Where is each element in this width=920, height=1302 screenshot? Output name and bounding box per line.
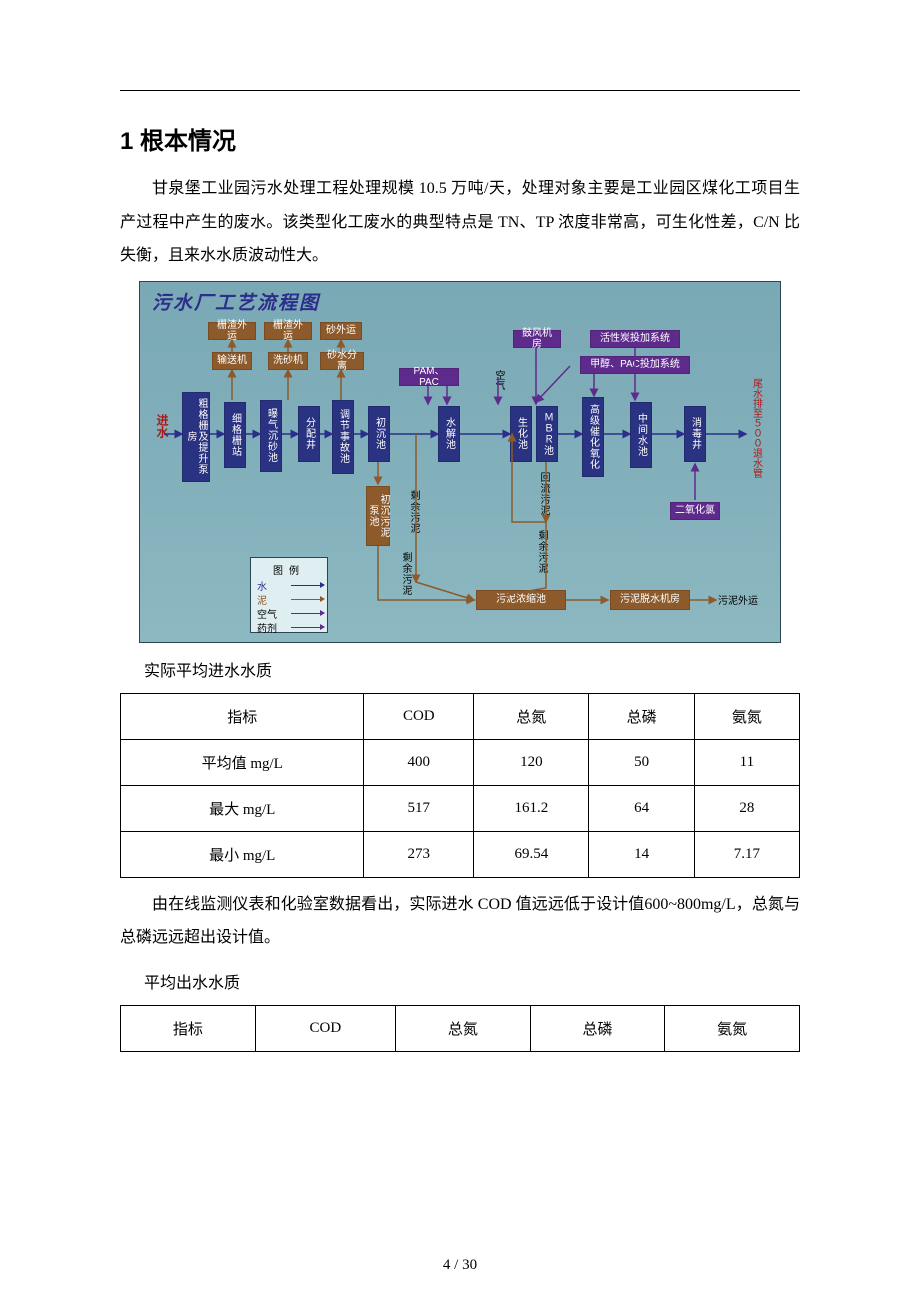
page-sep: /	[450, 1257, 462, 1273]
node-methanol-pac: 甲醇、PAC投加系统	[580, 356, 690, 374]
table-cell: 161.2	[474, 785, 589, 831]
table-header-cell: 总氮	[474, 693, 589, 739]
flowchart-title: 污水厂工艺流程图	[152, 288, 320, 315]
flowchart: 污水厂工艺流程图 栅渣外运 栅渣外运 砂外运 输送机 洗砂机 砂水分离 鼓风机房…	[139, 281, 781, 643]
legend: 图例 水 泥 空气 药剂	[250, 557, 328, 633]
node-sand-sep: 砂水分离	[320, 352, 364, 370]
header-rule	[120, 90, 800, 91]
table-cell: 400	[364, 739, 474, 785]
label-air: 空气	[491, 370, 506, 390]
node-blower: 鼓风机房	[513, 330, 561, 348]
node-sludge-dewater: 污泥脱水机房	[610, 590, 690, 610]
node-pam-pac: PAM、PAC	[399, 368, 459, 386]
node-hydrolysis: 水解池	[438, 406, 460, 462]
node-primary-sludge-pump: 初沉污泥泵池	[366, 486, 390, 546]
node-residue-out-1: 栅渣外运	[208, 322, 256, 340]
table-header-cell: 总磷	[589, 693, 694, 739]
node-sand-wash: 洗砂机	[268, 352, 308, 370]
table-cell: 7.17	[694, 831, 799, 877]
page-total: 30	[462, 1257, 477, 1273]
table-cell: 11	[694, 739, 799, 785]
table-cell: 517	[364, 785, 474, 831]
table-row: 最小 mg/L27369.54147.17	[121, 831, 800, 877]
table-cell: 14	[589, 831, 694, 877]
legend-title: 图例	[257, 562, 321, 577]
table-cell: 273	[364, 831, 474, 877]
node-fine-screen: 细格栅站	[224, 402, 246, 468]
table-cell: 最大 mg/L	[121, 785, 364, 831]
paragraph-2: 由在线监测仪表和化验室数据看出，实际进水 COD 值远远低于设计值600~800…	[120, 888, 800, 955]
table-header-cell: 总氮	[396, 1005, 531, 1051]
node-coarse-screen: 粗格栅及提升泵房	[182, 392, 210, 482]
node-distribution-well: 分配井	[298, 406, 320, 462]
table-row: 最大 mg/L517161.26428	[121, 785, 800, 831]
node-mbr: ＭＢＲ池	[536, 406, 558, 462]
node-clo2: 二氧化氯	[670, 502, 720, 520]
table-header-cell: COD	[364, 693, 474, 739]
table-cell: 50	[589, 739, 694, 785]
table-header-cell: 氨氮	[694, 693, 799, 739]
table1-caption: 实际平均进水水质	[144, 657, 800, 681]
table-row: 平均值 mg/L4001205011	[121, 739, 800, 785]
legend-air: 空气	[257, 606, 281, 621]
node-disinfect: 消毒井	[684, 406, 706, 462]
table-header-cell: COD	[255, 1005, 395, 1051]
legend-water: 水	[257, 578, 281, 593]
table-cell: 69.54	[474, 831, 589, 877]
node-sand-out: 砂外运	[320, 322, 362, 340]
section-heading: 1 根本情况	[120, 121, 800, 156]
table2-caption: 平均出水水质	[144, 969, 800, 993]
table-outflow: 指标COD总氮总磷氨氮	[120, 1005, 800, 1052]
label-excess-sludge-3: 剩余污泥	[534, 530, 549, 574]
label-excess-sludge-1: 剩余污泥	[406, 490, 421, 534]
legend-mud: 泥	[257, 592, 281, 607]
node-conveyor: 输送机	[212, 352, 252, 370]
node-aop: 高级催化氧化	[582, 397, 604, 477]
node-mid-tank: 中间水池	[630, 402, 652, 468]
label-outlet: 尾水排至５００退水管	[750, 378, 761, 478]
label-backflow: 回流污泥	[536, 472, 551, 516]
page-footer: 4 / 30	[0, 1257, 920, 1274]
paragraph-1: 甘泉堡工业园污水处理工程处理规模 10.5 万吨/天，处理对象主要是工业园区煤化…	[120, 172, 800, 273]
node-aerated-grit: 曝气沉砂池	[260, 400, 282, 472]
table-header-cell: 总磷	[530, 1005, 665, 1051]
node-primary-sed: 初沉池	[368, 406, 390, 462]
label-sludge-out: 污泥外运	[718, 592, 758, 607]
table-cell: 最小 mg/L	[121, 831, 364, 877]
table-header-cell: 指标	[121, 1005, 256, 1051]
node-equalization: 调节事故池	[332, 400, 354, 474]
node-bio: 生化池	[510, 406, 532, 462]
table-header-cell: 指标	[121, 693, 364, 739]
legend-agent: 药剂	[257, 620, 281, 635]
table-cell: 28	[694, 785, 799, 831]
node-carbon-dosing: 活性炭投加系统	[590, 330, 680, 348]
table-cell: 120	[474, 739, 589, 785]
label-inlet: 进水	[154, 414, 171, 438]
page: 1 根本情况 甘泉堡工业园污水处理工程处理规模 10.5 万吨/天，处理对象主要…	[0, 0, 920, 1302]
label-excess-sludge-2: 剩余污泥	[398, 552, 413, 596]
table-cell: 平均值 mg/L	[121, 739, 364, 785]
table-header-cell: 氨氮	[665, 1005, 800, 1051]
node-residue-out-2: 栅渣外运	[264, 322, 312, 340]
node-sludge-thicken: 污泥浓缩池	[476, 590, 566, 610]
table-inflow: 指标COD总氮总磷氨氮 平均值 mg/L4001205011最大 mg/L517…	[120, 693, 800, 878]
flowchart-figure: 污水厂工艺流程图 栅渣外运 栅渣外运 砂外运 输送机 洗砂机 砂水分离 鼓风机房…	[120, 281, 800, 643]
table-cell: 64	[589, 785, 694, 831]
